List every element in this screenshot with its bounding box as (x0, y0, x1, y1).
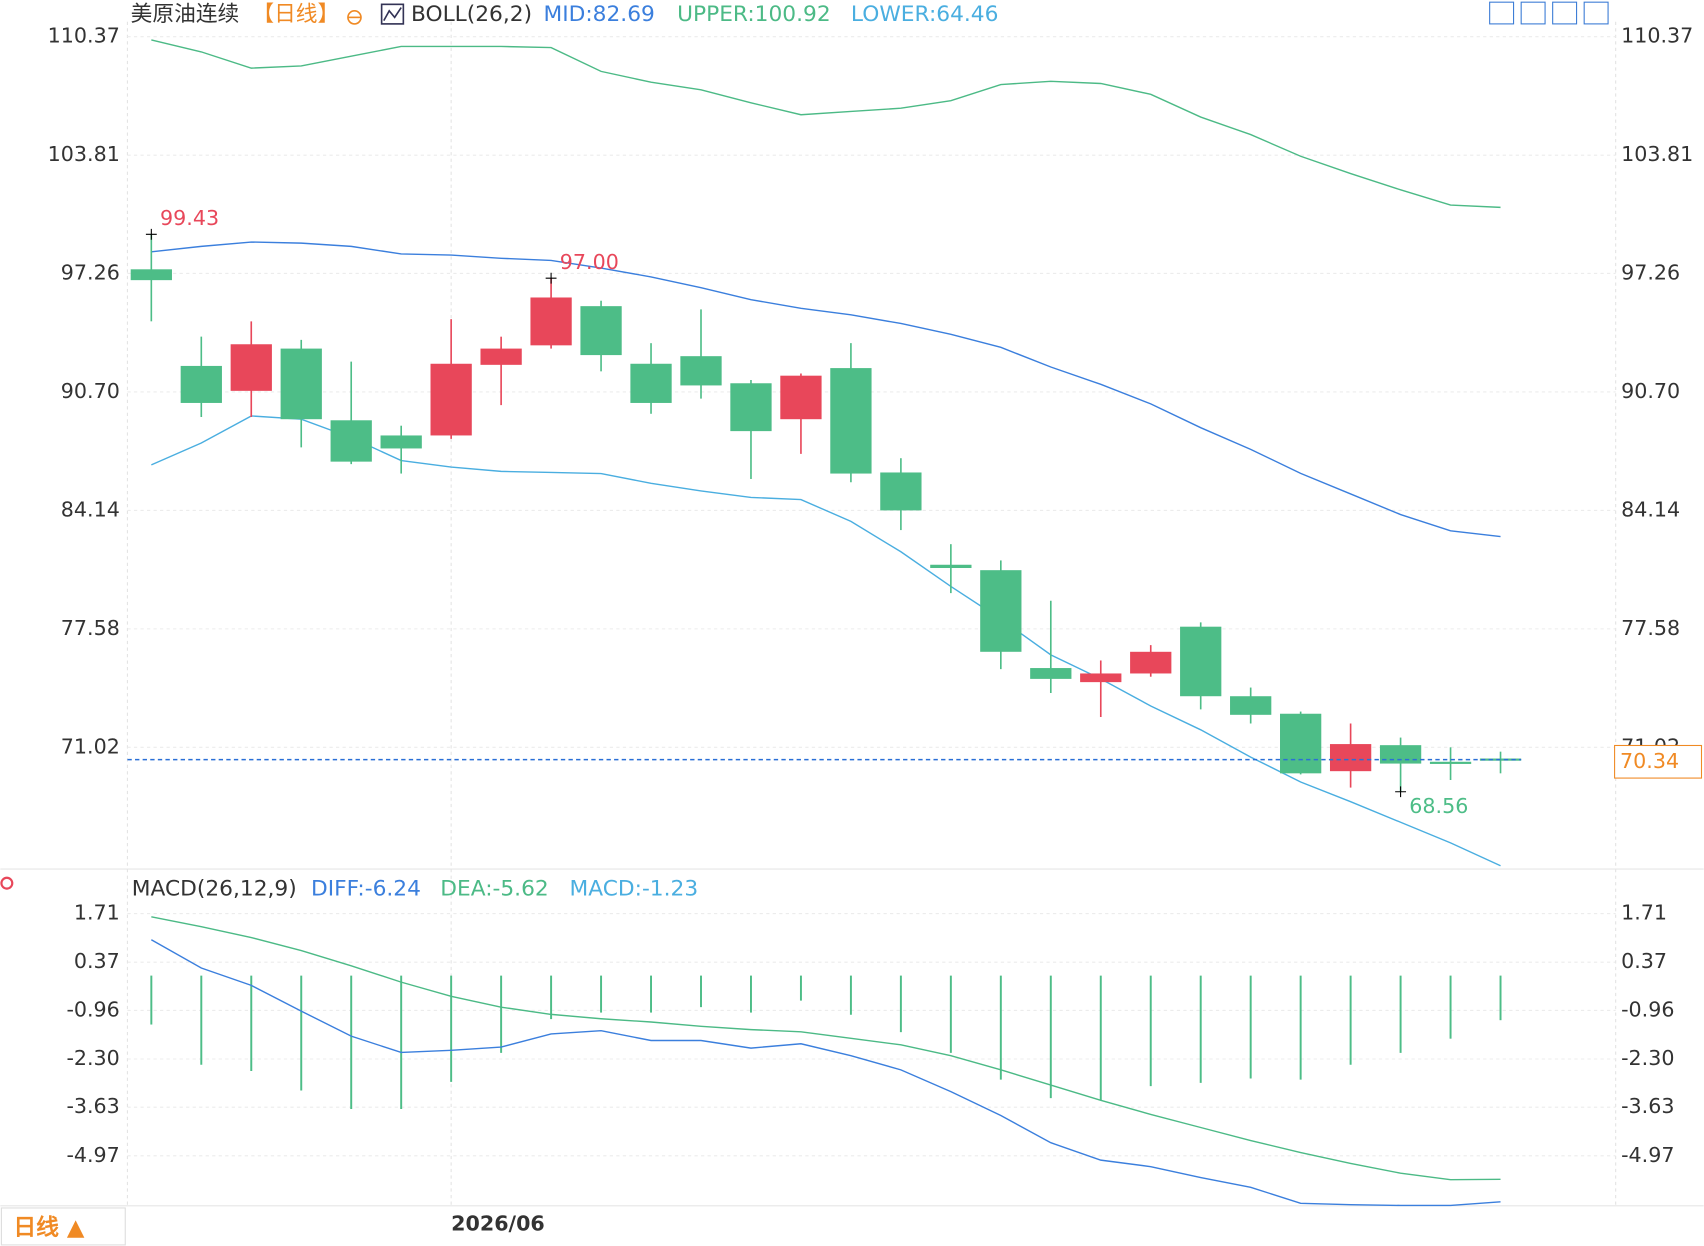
line (151, 241, 1501, 538)
candle-body (430, 363, 472, 436)
legend-entry: UPPER:100.92 (677, 2, 831, 27)
y-tick-label-right: 110.37 (1621, 24, 1693, 48)
y-tick-label-right: -4.97 (1621, 1143, 1674, 1167)
candle-body (580, 306, 622, 356)
y-tick-label: -3.63 (66, 1094, 119, 1118)
period: 【日线】 (252, 2, 339, 27)
x-tick-label: 2026/06 (451, 1211, 545, 1235)
y-tick-label: 1.71 (74, 901, 120, 925)
y-tick-label-right: -2.30 (1621, 1046, 1674, 1070)
line (151, 916, 1501, 1181)
y-tick-label: 77.58 (61, 616, 120, 640)
tool-icon[interactable] (1583, 1, 1609, 25)
legend-entry: MID:82.69 (543, 2, 654, 27)
candle-body (730, 383, 772, 432)
candle-body (1429, 761, 1472, 764)
last-price-label: 70.34 (1620, 749, 1679, 773)
candle-body (1379, 745, 1422, 764)
low-label: 68.56 (1409, 794, 1468, 818)
legend-entry: DEA:-5.62 (440, 877, 548, 902)
candle-body (330, 420, 372, 462)
low-marker (1395, 786, 1407, 798)
y-tick-label-right: 84.14 (1621, 497, 1680, 521)
candle-body (980, 570, 1022, 652)
y-tick-label-right: 103.81 (1621, 142, 1693, 166)
high-label: 99.43 (160, 206, 219, 230)
tool-icon[interactable] (1520, 1, 1546, 25)
y-tick-label-right: 97.26 (1621, 260, 1680, 284)
y-tick-label: 97.26 (61, 260, 120, 284)
candle-body (830, 368, 872, 474)
line (151, 39, 1501, 209)
y-tick-label: 103.81 (48, 142, 120, 166)
last-price-box (1614, 744, 1703, 779)
candle-body (280, 348, 322, 420)
candle-body (1130, 651, 1172, 674)
y-tick-label: -2.30 (66, 1046, 119, 1070)
period-button-box[interactable] (0, 1207, 126, 1246)
toolbar-icons (1489, 1, 1609, 25)
macd-title: MACD(26,12,9) (132, 877, 297, 902)
candle-body (1280, 713, 1322, 774)
candle-body (480, 348, 522, 365)
candle-body (880, 472, 922, 511)
y-tick-label-right: 77.58 (1621, 616, 1680, 640)
title: 美原油连续 (131, 2, 240, 27)
legend-entry: LOWER:64.46 (851, 2, 999, 27)
candle-body (1030, 668, 1072, 679)
candle-body (1230, 696, 1272, 715)
y-tick-label-right: 0.37 (1621, 949, 1667, 973)
candle-body (680, 356, 722, 386)
y-tick-label-right: 1.71 (1621, 901, 1667, 925)
y-tick-label: -4.97 (66, 1143, 119, 1167)
candle-body (1329, 744, 1372, 772)
y-tick-label: 84.14 (61, 497, 120, 521)
candle-body (530, 297, 572, 346)
high-label: 97.00 (560, 250, 619, 274)
indicator-icon[interactable] (380, 3, 405, 25)
y-tick-label: -0.96 (66, 997, 119, 1021)
candle-body (380, 435, 422, 449)
candle-body (930, 564, 972, 569)
candle-body (780, 375, 822, 420)
candle-body (630, 363, 672, 403)
y-tick-label: 110.37 (48, 24, 120, 48)
high-marker (145, 228, 157, 240)
high-marker (545, 272, 557, 284)
candle-body (180, 365, 222, 403)
y-tick-label-right: -0.96 (1621, 997, 1674, 1021)
candle-body (130, 269, 172, 281)
y-tick-label-right: 90.70 (1621, 379, 1680, 403)
tool-icon[interactable] (1552, 1, 1578, 25)
candle-body (230, 344, 272, 391)
y-tick-label: 90.70 (61, 379, 120, 403)
sun-icon (0, 876, 14, 890)
period-button[interactable]: 日线 ▲ (13, 1214, 85, 1241)
candle-body (1080, 673, 1122, 683)
line (151, 415, 1501, 867)
legend-entry: MACD:-1.23 (570, 877, 699, 902)
candle-body (1180, 626, 1222, 697)
y-tick-label: 0.37 (74, 949, 120, 973)
legend-entry: DIFF:-6.24 (311, 877, 421, 902)
tool-icon[interactable] (1489, 1, 1515, 25)
y-tick-label-right: -3.63 (1621, 1094, 1674, 1118)
y-tick-label: 71.02 (61, 734, 120, 758)
line (150, 939, 1501, 1207)
indicator-icon-line (383, 7, 402, 22)
indicator: BOLL(26,2) (411, 2, 532, 27)
